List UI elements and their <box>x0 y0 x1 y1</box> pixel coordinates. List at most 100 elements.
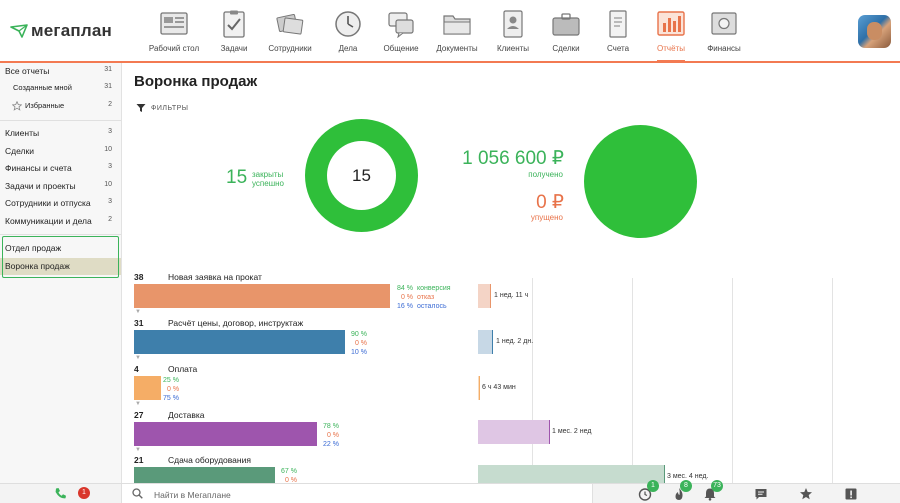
sidebar-item-count: 31 <box>104 83 112 90</box>
stage-bar[interactable] <box>134 330 345 354</box>
page-title: Воронка продаж <box>134 73 258 90</box>
sidebar-item-label: Отдел продаж <box>5 243 62 253</box>
remaining-value: 16 % <box>397 303 413 310</box>
invoice-icon <box>609 10 627 38</box>
sidebar-item-employees[interactable]: Сотрудники и отпуска 3 <box>0 195 121 212</box>
sidebar-divider <box>0 120 121 121</box>
conversion-value: 84 % <box>397 285 413 292</box>
sidebar-item-clients[interactable]: Клиенты 3 <box>0 125 121 142</box>
sidebar-item-deals[interactable]: Сделки 10 <box>0 143 121 160</box>
nav-reports[interactable]: Отчёты <box>649 0 693 63</box>
phone-icon[interactable] <box>54 487 67 500</box>
nav-label: Клиенты <box>496 44 530 53</box>
sidebar-item-communications[interactable]: Коммуникации и дела 2 <box>0 213 121 230</box>
nav-documents[interactable]: Документы <box>433 0 481 61</box>
filters-button[interactable]: ФИЛЬТРЫ <box>136 103 188 113</box>
megaplan-logo[interactable]: мегаплан <box>10 21 112 41</box>
nav-label: Общение <box>383 44 419 53</box>
alarm-icon[interactable] <box>638 487 652 501</box>
logo-mark-icon <box>10 24 28 38</box>
stage-duration-bar <box>478 284 491 308</box>
sidebar-item-label: Избранные <box>25 101 65 110</box>
top-navigation-bar: мегаплан Рабочий стол Задачи Сотрудники … <box>0 0 900 63</box>
refusal-value: 0 % <box>326 432 339 439</box>
remaining-value: 75 % <box>163 395 179 402</box>
nav-label: Документы <box>436 44 478 53</box>
refusal-value: 0 % <box>167 386 180 393</box>
nav-finance[interactable]: Финансы <box>703 0 745 61</box>
desktop-icon <box>160 12 188 35</box>
stage-percentages: 67 % 0 % <box>277 467 297 485</box>
sidebar-item-label: Коммуникации и дела <box>5 216 92 226</box>
sidebar-item-favorites[interactable]: Избранные 2 <box>0 98 121 115</box>
sidebar-item-tasks[interactable]: Задачи и проекты 10 <box>0 178 121 195</box>
nav-desktop[interactable]: Рабочий стол <box>145 0 203 61</box>
donut-hole <box>327 141 396 210</box>
alert-icon[interactable] <box>844 487 858 501</box>
search-icon <box>132 488 143 499</box>
tasks-icon <box>223 10 245 38</box>
grid-line <box>732 278 733 483</box>
closed-label: закрыты успешно <box>252 170 284 188</box>
stage-count: 31 <box>134 318 144 328</box>
nav-employees[interactable]: Сотрудники <box>266 0 314 61</box>
stage-percentages: 78 % 0 % 22 % <box>319 422 339 449</box>
sidebar-item-all-reports[interactable]: Все отчеты 31 <box>0 63 121 80</box>
search-input[interactable] <box>152 486 576 503</box>
sidebar-item-finance[interactable]: Финансы и счета 3 <box>0 160 121 177</box>
star-icon <box>12 101 22 111</box>
nav-label: Сделки <box>552 44 580 53</box>
refusal-label: отказ <box>417 294 435 301</box>
closed-donut-chart <box>305 119 418 232</box>
lost-label: упущено <box>530 213 563 222</box>
sidebar-item-count: 3 <box>108 128 112 135</box>
stage-bar[interactable] <box>134 376 161 400</box>
refusal-value: 0 % <box>354 340 367 347</box>
nav-label: Счета <box>606 44 630 53</box>
chevron-down-icon: ▼ <box>135 447 141 453</box>
nav-clients[interactable]: Клиенты <box>493 0 533 61</box>
nav-communication[interactable]: Общение <box>380 0 422 61</box>
nav-label: Дела <box>338 44 358 53</box>
nav-deals[interactable]: Дела <box>326 0 370 61</box>
stage-bar[interactable] <box>134 284 390 308</box>
sidebar-item-label: Задачи и проекты <box>5 181 76 191</box>
star-icon[interactable] <box>799 487 813 501</box>
fire-icon[interactable] <box>672 487 686 501</box>
nav-invoices[interactable]: Счета <box>600 0 636 61</box>
stage-duration-bar <box>478 420 550 444</box>
sidebar-item-created-by-me[interactable]: Созданные мной 31 <box>0 80 121 97</box>
refusal-value: 0 % <box>400 294 413 301</box>
nav-tasks[interactable]: Задачи <box>212 0 256 61</box>
missed-calls-badge[interactable]: 1 <box>78 487 90 499</box>
grid-line <box>832 278 833 483</box>
sidebar-item-count: 10 <box>104 181 112 188</box>
conversion-value: 67 % <box>281 468 297 475</box>
filter-icon <box>136 104 146 112</box>
chevron-down-icon: ▼ <box>135 401 141 407</box>
stage-bar[interactable] <box>134 422 317 446</box>
contacts-icon <box>503 10 523 38</box>
received-amount: 1 056 600 ₽ <box>462 148 564 169</box>
activity-badge: 8 <box>680 480 692 492</box>
message-icon[interactable] <box>754 487 768 501</box>
lost-amount: 0 ₽ <box>536 192 564 213</box>
sidebar-item-sales-department[interactable]: Отдел продаж <box>0 240 121 257</box>
sidebar-item-label: Клиенты <box>5 128 40 138</box>
closed-label-line-1: закрыты <box>252 170 284 179</box>
nav-sales[interactable]: Сделки <box>545 0 587 61</box>
chevron-down-icon: ▼ <box>135 355 141 361</box>
sidebar-item-count: 2 <box>108 101 112 108</box>
stage-duration-panel <box>478 278 900 483</box>
nav-label: Рабочий стол <box>148 44 200 53</box>
sidebar-item-sales-funnel[interactable]: Воронка продаж <box>0 258 121 275</box>
employees-icon <box>276 13 304 35</box>
grid-line <box>532 278 533 483</box>
stage-duration-label: 1 нед. 2 дн. <box>496 338 534 345</box>
user-avatar[interactable] <box>858 15 891 48</box>
stage-duration-bar <box>478 376 480 400</box>
sidebar-item-count: 31 <box>104 66 112 73</box>
conversion-value: 25 % <box>163 377 179 384</box>
closed-count: 15 <box>226 167 248 188</box>
folder-icon <box>443 15 471 35</box>
